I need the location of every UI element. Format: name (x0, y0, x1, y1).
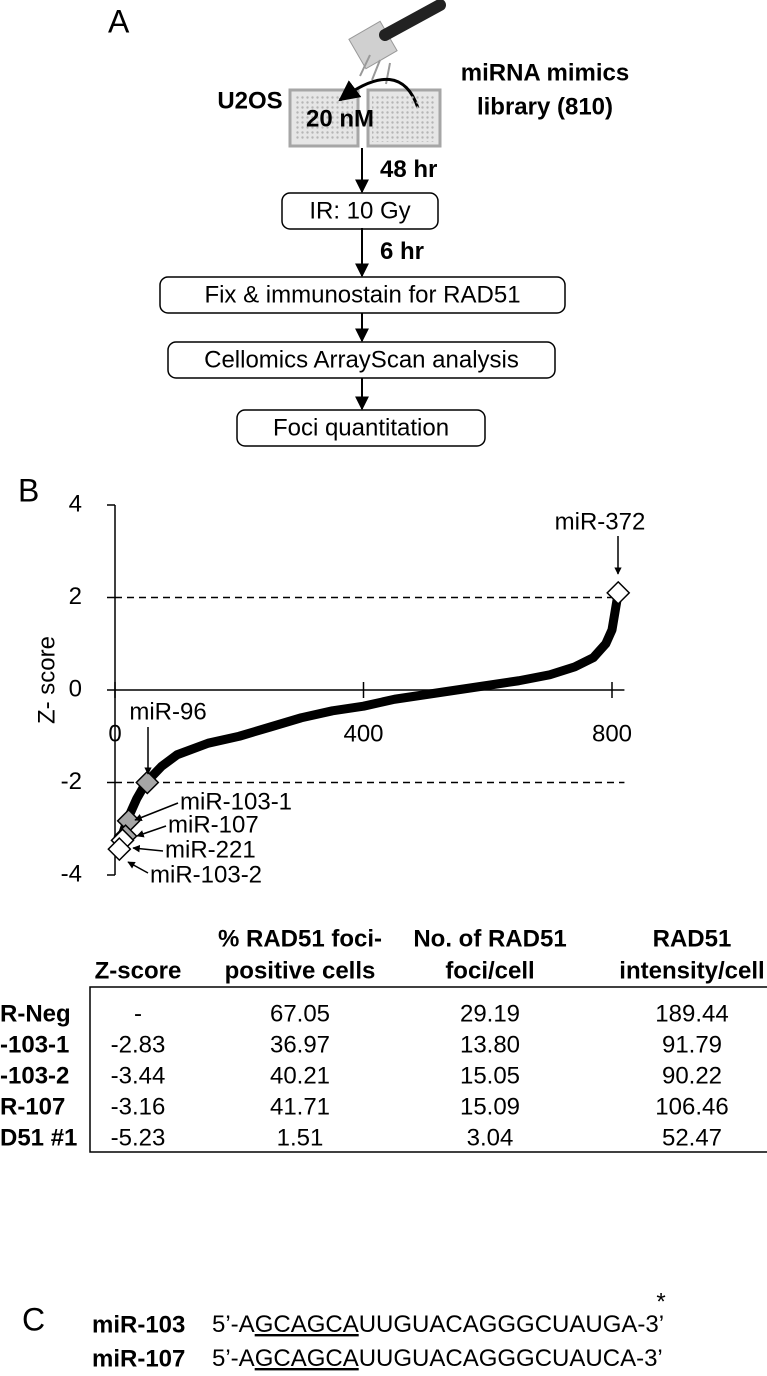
row-label: D51 #1 (0, 1124, 77, 1151)
cell-line: U2OS (217, 87, 282, 114)
cell: -3.16 (111, 1093, 166, 1120)
highlight-marker (135, 770, 160, 795)
step-label: Fix & immunostain for RAD51 (204, 281, 520, 308)
cell: 13.80 (460, 1031, 520, 1058)
step-box (236, 409, 486, 447)
y-tick-label: 2 (69, 583, 82, 610)
cell: -3.44 (111, 1062, 166, 1089)
sequence-name: miR-103 (92, 1311, 185, 1338)
y-tick-label: 4 (69, 490, 82, 517)
table-border (89, 986, 767, 1153)
cell: 91.79 (662, 1031, 722, 1058)
column-header: % RAD51 foci- (218, 925, 382, 952)
annotation-label: miR-96 (129, 698, 206, 725)
sequence-suffix: A-3’ (620, 1345, 663, 1372)
cell: 90.22 (662, 1062, 722, 1089)
step-duration: 6 hr (380, 238, 424, 265)
cell: 52.47 (662, 1124, 722, 1151)
cell: 29.19 (460, 1000, 520, 1027)
dose-label: 20 nM (306, 105, 374, 132)
cell: 41.71 (270, 1093, 330, 1120)
x-tick-label: 800 (592, 720, 632, 747)
row-label: R-Neg (0, 1000, 71, 1027)
row-label: -103-2 (0, 1062, 69, 1089)
x-tick-label: 400 (343, 720, 383, 747)
cell: 3.04 (467, 1124, 514, 1151)
sequence-seed: GCAGCA (255, 1345, 359, 1372)
y-axis-label: Z- score (33, 636, 60, 724)
annotation-arrow (134, 802, 179, 822)
cell: 40.21 (270, 1062, 330, 1089)
step-label: Cellomics ArrayScan analysis (204, 346, 519, 373)
y-tick-label: -2 (61, 768, 82, 795)
sequence-middle: UUGUACAGGGCUAU (359, 1311, 603, 1338)
cell: 106.46 (655, 1093, 728, 1120)
cell: 36.97 (270, 1031, 330, 1058)
sequence: 5’-AGCAGCAUUGUACAGGGCUAUCA-3’ (212, 1345, 663, 1372)
annotation-arrow (136, 825, 167, 838)
column-header: RAD51 (653, 925, 732, 952)
plate-wells (372, 94, 436, 142)
cell: 189.44 (655, 1000, 728, 1027)
sequence-prefix: 5’-A (212, 1345, 255, 1372)
highlight-marker (606, 580, 631, 605)
cell: 1.51 (277, 1124, 324, 1151)
highlight-marker (107, 837, 132, 862)
cell: 15.05 (460, 1062, 520, 1089)
row-label: -103-1 (0, 1031, 69, 1058)
cell: -2.83 (111, 1031, 166, 1058)
column-header: positive cells (225, 957, 376, 984)
step-box (281, 192, 439, 230)
table: Z-score % RAD51 foci-positive cells No. of… (0, 925, 767, 1153)
variant-mark: * (656, 1288, 665, 1315)
annotation-label: miR-103-2 (150, 861, 262, 888)
sequences: C *miR-103 5’-AGCAGCAUUGUACAGGGCUAUGA-3’mi… (22, 1288, 666, 1372)
row-label: R-107 (0, 1093, 65, 1120)
sequence-prefix: 5’-A (212, 1311, 255, 1338)
panel-label: B (18, 472, 39, 508)
sequence-seed: GCAGCA (255, 1311, 359, 1338)
step-label: Foci quantitation (273, 414, 449, 441)
chart: B Z- score -4 -2 0 2 4 0 400 800 miR-372 miR-96 miR-… (18, 472, 645, 888)
library-label: miRNA mimics (461, 59, 630, 86)
sequence-variant: G (603, 1311, 622, 1338)
annotation-arrow (132, 844, 164, 853)
sequence-name: miR-107 (92, 1345, 185, 1372)
y-tick-label: -4 (61, 860, 82, 887)
cell: 67.05 (270, 1000, 330, 1027)
flowchart: 48 hr IR: 10 Gy 6 hr Fix & immunostain for … (159, 148, 566, 447)
panel-label: A (108, 3, 130, 39)
step-duration: 48 hr (380, 156, 437, 183)
cell: -5.23 (111, 1124, 166, 1151)
cell: - (134, 1000, 142, 1027)
column-header: Z-score (95, 957, 182, 984)
step-label: IR: 10 Gy (309, 197, 410, 224)
sequence-suffix: A-3’ (621, 1311, 664, 1338)
annotation-label: miR-107 (168, 811, 259, 838)
column-header: No. of RAD51 (413, 925, 566, 952)
pipette (348, 0, 446, 85)
library-label: library (810) (477, 93, 613, 120)
annotation-arrow (127, 861, 149, 874)
annotation-label: miR-372 (555, 508, 646, 535)
column-header: foci/cell (445, 957, 534, 984)
column-header: intensity/cell (619, 957, 764, 984)
sequence-variant: C (603, 1345, 620, 1372)
annotation-label: miR-221 (165, 836, 256, 863)
sequence: 5’-AGCAGCAUUGUACAGGGCUAUGA-3’ (212, 1311, 664, 1338)
x-tick-label: 0 (108, 720, 121, 747)
sequence-middle: UUGUACAGGGCUAU (359, 1345, 603, 1372)
y-tick-label: 0 (69, 675, 82, 702)
cell: 15.09 (460, 1093, 520, 1120)
panel-label: C (22, 1301, 45, 1337)
annotation-label: miR-103-1 (180, 788, 292, 815)
